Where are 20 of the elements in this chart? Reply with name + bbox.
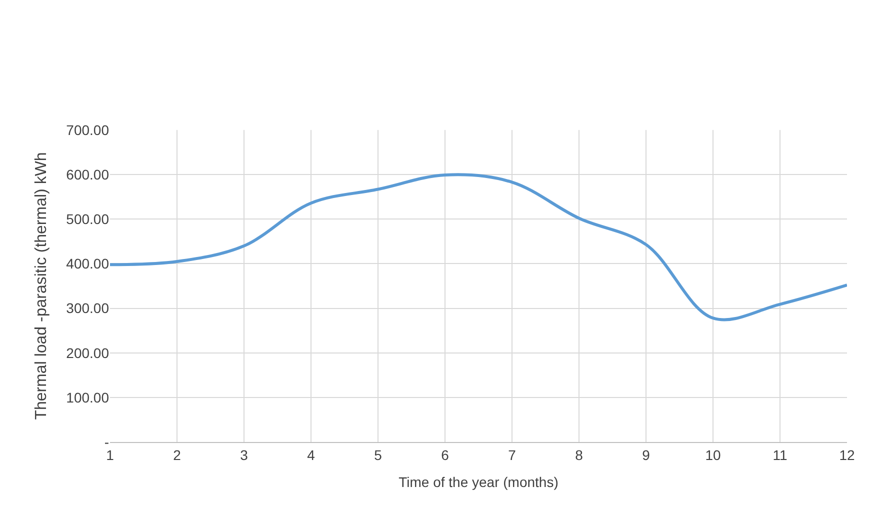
x-tick-label: 2 — [173, 446, 182, 463]
y-tick-label: 300.00 — [66, 300, 110, 316]
x-tick-label: 9 — [642, 446, 650, 463]
x-tick-label: 7 — [508, 446, 516, 463]
x-axis-title: Time of the year (months) — [398, 474, 558, 490]
x-tick-label: 4 — [307, 446, 316, 463]
y-tick-label: 200.00 — [66, 344, 110, 361]
x-tick-label: 11 — [772, 446, 788, 463]
x-tick-label: 3 — [240, 446, 248, 463]
y-tick-label: 500.00 — [66, 211, 110, 228]
x-tick-label: 6 — [441, 446, 450, 463]
y-tick-label: 600.00 — [66, 166, 110, 182]
x-tick-label: 8 — [575, 446, 584, 463]
y-tick-label: 700.00 — [66, 122, 110, 138]
x-tick-label: 5 — [374, 446, 382, 463]
x-tick-label: 10 — [705, 446, 721, 463]
y-axis-title: Thermal load -parasitic (thermal) kWh — [33, 152, 50, 420]
x-tick-label: 12 — [839, 446, 855, 463]
y-tick-label: 100.00 — [66, 389, 110, 406]
y-tick-label: 400.00 — [66, 256, 110, 272]
